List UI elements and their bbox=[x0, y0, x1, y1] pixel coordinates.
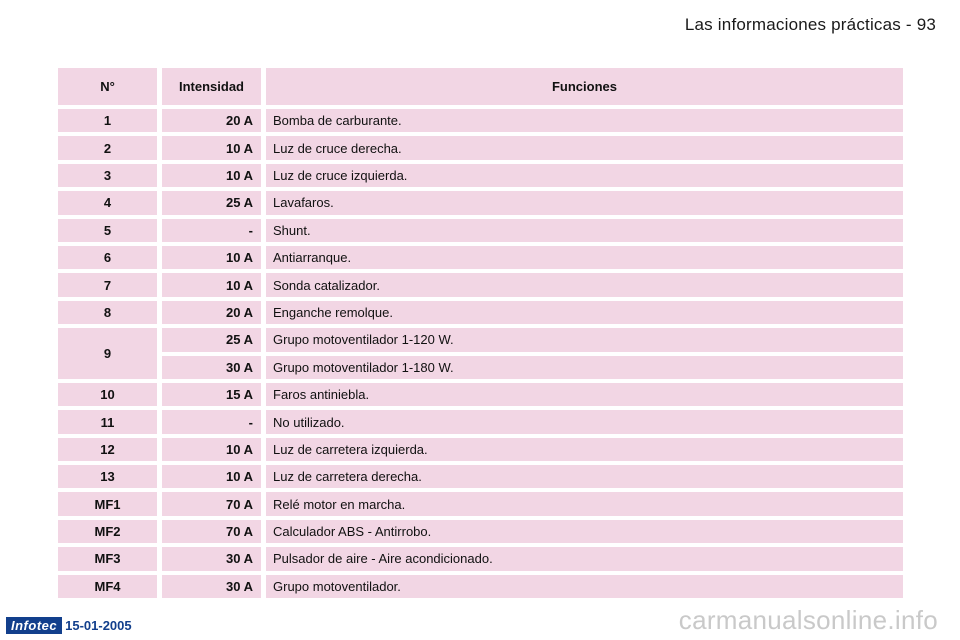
intensity-cell: 10 A bbox=[162, 465, 261, 489]
fuse-number-cell: MF3 bbox=[58, 547, 157, 571]
intensity-cell: - bbox=[162, 218, 261, 242]
intensity-cell: 10 A bbox=[162, 273, 261, 297]
table-row: 4 25 A Lavafaros. bbox=[58, 191, 903, 215]
page-title: Las informaciones prácticas - 93 bbox=[684, 15, 936, 34]
fuse-number-cell: MF4 bbox=[58, 574, 157, 599]
table-row: 2 10 A Luz de cruce derecha. bbox=[58, 136, 903, 160]
footer-date: 15-01-2005 bbox=[65, 618, 132, 633]
fuse-number-cell: MF2 bbox=[58, 519, 157, 544]
fuse-number-cell: 6 bbox=[58, 245, 157, 270]
table-row: 10 15 A Faros antiniebla. bbox=[58, 382, 903, 407]
function-cell: Luz de carretera izquierda. bbox=[266, 437, 903, 462]
footer: Infotec 15-01-2005 bbox=[6, 617, 132, 634]
function-cell: Relé motor en marcha. bbox=[266, 492, 903, 516]
table-row: 1 20 A Bomba de carburante. bbox=[58, 109, 903, 133]
fuse-number-cell: 12 bbox=[58, 437, 157, 462]
function-cell: Lavafaros. bbox=[266, 191, 903, 215]
table-row: 6 10 A Antiarranque. bbox=[58, 245, 903, 270]
fuse-number-cell: 5 bbox=[58, 218, 157, 242]
fuse-number-cell: 11 bbox=[58, 410, 157, 434]
watermark: carmanualsonline.info bbox=[678, 605, 938, 635]
table-row: MF2 70 A Calculador ABS - Antirrobo. bbox=[58, 519, 903, 544]
fuse-number-cell: 4 bbox=[58, 191, 157, 215]
intensity-cell: 25 A bbox=[162, 328, 261, 352]
table-row: MF3 30 A Pulsador de aire - Aire acondicio… bbox=[58, 547, 903, 571]
intensity-cell: - bbox=[162, 410, 261, 434]
fuse-number-cell: 13 bbox=[58, 465, 157, 489]
table-row: 5- Shunt. bbox=[58, 218, 903, 242]
intensity-cell: 70 A bbox=[162, 519, 261, 544]
table-row: 7 10 A Sonda catalizador. bbox=[58, 273, 903, 297]
column-header-number: N° bbox=[58, 68, 157, 105]
intensity-cell: 20 A bbox=[162, 109, 261, 133]
function-cell: Pulsador de aire - Aire acondicionado. bbox=[266, 547, 903, 571]
intensity-cell: 70 A bbox=[162, 492, 261, 516]
table-row: 13 10 A Luz de carretera derecha. bbox=[58, 465, 903, 489]
table-row: 8 20 A Enganche remolque. bbox=[58, 300, 903, 325]
fuse-number-cell: 10 bbox=[58, 382, 157, 407]
fuse-number-cell: 2 bbox=[58, 136, 157, 160]
function-cell: Shunt. bbox=[266, 218, 903, 242]
intensity-cell: 30 A bbox=[162, 547, 261, 571]
table-subrow: 25 A Grupo motoventilador 1-120 W. bbox=[162, 328, 903, 352]
intensity-cell: 20 A bbox=[162, 300, 261, 325]
function-cell: Grupo motoventilador. bbox=[266, 574, 903, 599]
intensity-cell: 30 A bbox=[162, 355, 261, 379]
fuse-number-cell: 1 bbox=[58, 109, 157, 133]
fuse-number-cell: 7 bbox=[58, 273, 157, 297]
function-cell: Grupo motoventilador 1-180 W. bbox=[266, 355, 903, 379]
intensity-cell: 10 A bbox=[162, 163, 261, 188]
function-cell: Calculador ABS - Antirrobo. bbox=[266, 519, 903, 544]
function-cell: Luz de cruce izquierda. bbox=[266, 163, 903, 188]
function-cell: No utilizado. bbox=[266, 410, 903, 434]
column-header-intensity: Intensidad bbox=[162, 68, 261, 105]
table-subrow: 30 A Grupo motoventilador 1-180 W. bbox=[162, 355, 903, 379]
fuse-number-cell: 9 bbox=[58, 328, 157, 379]
table-row: MF4 30 A Grupo motoventilador. bbox=[58, 574, 903, 599]
function-cell: Bomba de carburante. bbox=[266, 109, 903, 133]
function-cell: Luz de cruce derecha. bbox=[266, 136, 903, 160]
table-header-row: N° Intensidad Funciones bbox=[58, 68, 903, 105]
table-row: 12 10 A Luz de carretera izquierda. bbox=[58, 437, 903, 462]
fuse-number-cell: MF1 bbox=[58, 492, 157, 516]
table-row: 11- No utilizado. bbox=[58, 410, 903, 434]
function-cell: Sonda catalizador. bbox=[266, 273, 903, 297]
function-cell: Luz de carretera derecha. bbox=[266, 465, 903, 489]
column-header-functions: Funciones bbox=[266, 68, 903, 105]
fuse-number-cell: 3 bbox=[58, 163, 157, 188]
intensity-cell: 15 A bbox=[162, 382, 261, 407]
fuse-number-cell: 8 bbox=[58, 300, 157, 325]
intensity-cell: 10 A bbox=[162, 437, 261, 462]
intensity-cell: 10 A bbox=[162, 245, 261, 270]
function-cell: Faros antiniebla. bbox=[266, 382, 903, 407]
intensity-cell: 10 A bbox=[162, 136, 261, 160]
function-cell: Enganche remolque. bbox=[266, 300, 903, 325]
function-cell: Antiarranque. bbox=[266, 245, 903, 270]
intensity-cell: 30 A bbox=[162, 574, 261, 599]
table-row: 3 10 A Luz de cruce izquierda. bbox=[58, 163, 903, 188]
infotec-logo: Infotec bbox=[6, 617, 63, 634]
function-cell: Grupo motoventilador 1-120 W. bbox=[266, 328, 903, 352]
table-row: MF1 70 A Relé motor en marcha. bbox=[58, 492, 903, 516]
intensity-cell: 25 A bbox=[162, 191, 261, 215]
fuse-table: N° Intensidad Funciones 1 20 A Bomba de ca… bbox=[58, 68, 903, 602]
